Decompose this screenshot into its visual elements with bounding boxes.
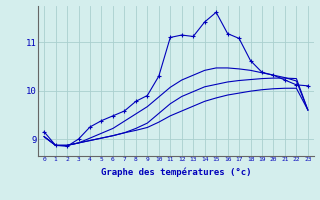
X-axis label: Graphe des températures (°c): Graphe des températures (°c) bbox=[101, 168, 251, 177]
